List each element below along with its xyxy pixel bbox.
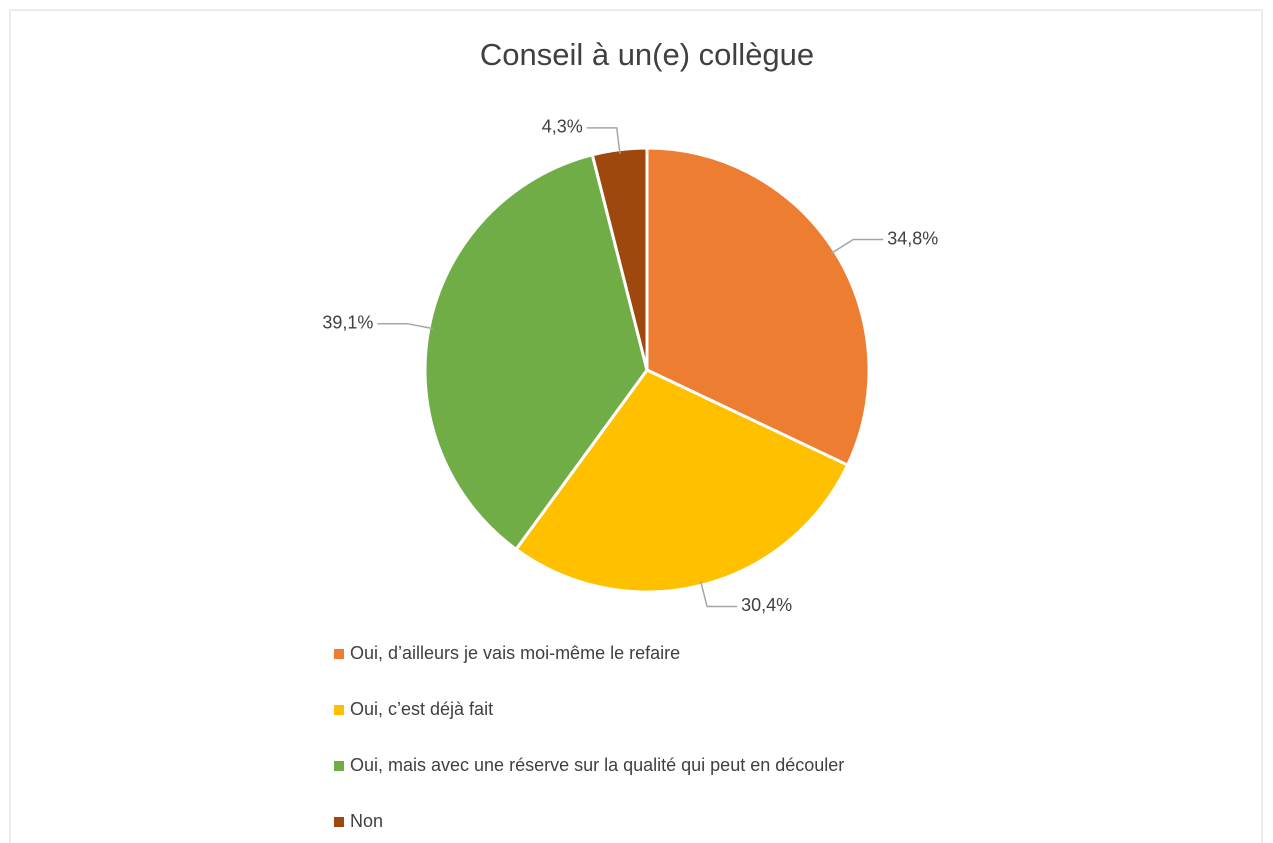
leader-line	[586, 127, 621, 154]
data-label: 34,8%	[887, 228, 938, 248]
leader-line	[830, 238, 884, 255]
legend-label: Non	[350, 811, 383, 831]
legend-label: Oui, d’ailleurs je vais moi-même le refa…	[350, 643, 680, 663]
legend-swatch	[334, 705, 344, 715]
legend-label: Oui, c’est déjà fait	[350, 699, 493, 719]
legend-swatch	[334, 649, 344, 659]
leader-line	[377, 322, 434, 330]
legend-swatch	[334, 761, 344, 771]
legend-label: Oui, mais avec une réserve sur la qualit…	[350, 755, 844, 775]
chart-title: Conseil à un(e) collègue	[480, 37, 814, 72]
data-label: 4,3%	[542, 117, 583, 137]
data-label: 30,4%	[741, 595, 792, 615]
legend-swatch	[334, 817, 344, 827]
data-label: 39,1%	[322, 312, 373, 332]
leader-line	[699, 581, 738, 608]
